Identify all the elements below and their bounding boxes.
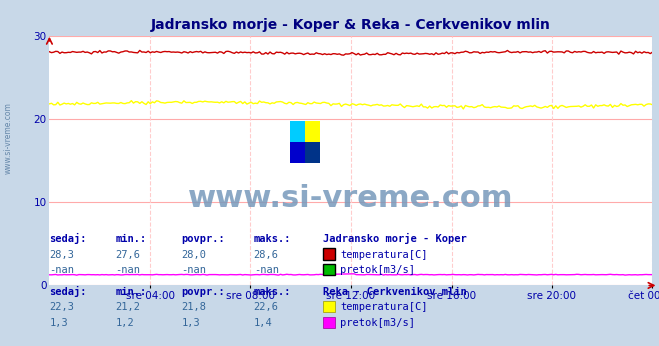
- Text: -nan: -nan: [115, 265, 140, 275]
- Text: pretok[m3/s]: pretok[m3/s]: [340, 318, 415, 328]
- Text: temperatura[C]: temperatura[C]: [340, 302, 428, 312]
- Text: 22,3: 22,3: [49, 302, 74, 312]
- Text: -nan: -nan: [181, 265, 206, 275]
- Text: 27,6: 27,6: [115, 250, 140, 260]
- Text: pretok[m3/s]: pretok[m3/s]: [340, 265, 415, 275]
- Text: Reka - Cerkvenikov mlin: Reka - Cerkvenikov mlin: [323, 287, 467, 297]
- Text: www.si-vreme.com: www.si-vreme.com: [188, 184, 513, 213]
- Bar: [304, 121, 320, 142]
- Text: povpr.:: povpr.:: [181, 234, 225, 244]
- Text: sedaj:: sedaj:: [49, 286, 87, 297]
- Text: 28,6: 28,6: [254, 250, 279, 260]
- Text: temperatura[C]: temperatura[C]: [340, 250, 428, 260]
- Bar: [290, 121, 304, 142]
- Text: 21,8: 21,8: [181, 302, 206, 312]
- Text: 1,3: 1,3: [181, 318, 200, 328]
- Text: 21,2: 21,2: [115, 302, 140, 312]
- Text: 1,2: 1,2: [115, 318, 134, 328]
- Text: maks.:: maks.:: [254, 287, 291, 297]
- Text: min.:: min.:: [115, 287, 146, 297]
- Text: www.si-vreme.com: www.si-vreme.com: [3, 102, 13, 174]
- Bar: [290, 142, 304, 163]
- Bar: [304, 142, 320, 163]
- Text: -nan: -nan: [49, 265, 74, 275]
- Text: maks.:: maks.:: [254, 234, 291, 244]
- Text: Jadransko morje - Koper: Jadransko morje - Koper: [323, 233, 467, 244]
- Text: sedaj:: sedaj:: [49, 233, 87, 244]
- Text: 28,0: 28,0: [181, 250, 206, 260]
- Title: Jadransko morje - Koper & Reka - Cerkvenikov mlin: Jadransko morje - Koper & Reka - Cerkven…: [151, 18, 551, 33]
- Text: 1,4: 1,4: [254, 318, 272, 328]
- Text: 22,6: 22,6: [254, 302, 279, 312]
- Text: povpr.:: povpr.:: [181, 287, 225, 297]
- Text: -nan: -nan: [254, 265, 279, 275]
- Text: 28,3: 28,3: [49, 250, 74, 260]
- Text: min.:: min.:: [115, 234, 146, 244]
- Text: 1,3: 1,3: [49, 318, 68, 328]
